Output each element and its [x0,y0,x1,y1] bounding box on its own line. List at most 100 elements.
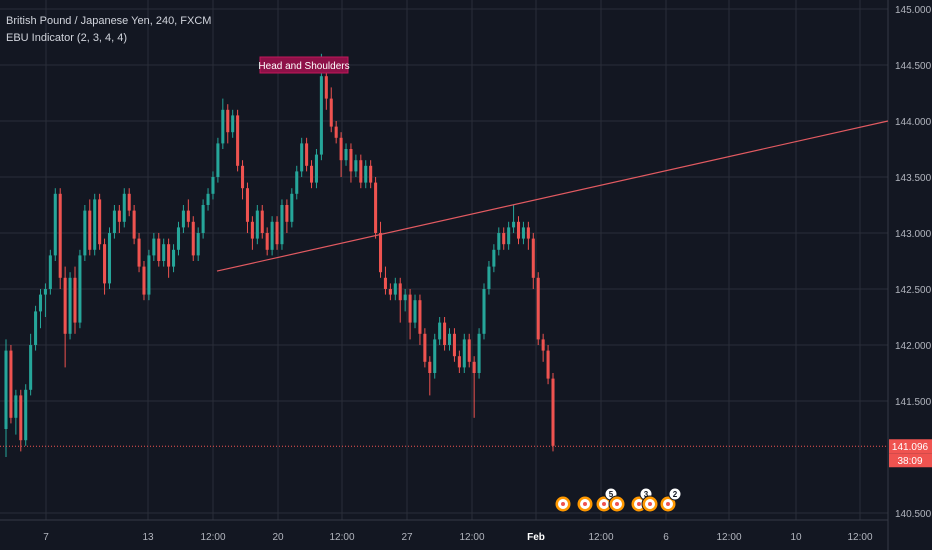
candle-body [516,221,521,239]
candle-body [186,210,190,222]
candle-body [482,289,486,334]
symbol-title[interactable]: British Pound / Japanese Yen, 240, FXCM [6,15,212,27]
candle-body [290,193,294,222]
candle-body [457,356,461,368]
candle-body [383,277,387,289]
x-tick-label: 12:00 [459,532,484,543]
event-marker-dot [637,502,641,506]
candle-body [103,244,107,284]
candle-body [191,221,195,256]
y-tick-label: 143.000 [895,229,932,240]
candle-body [132,210,136,239]
candle-body [58,193,62,278]
event-count-label: 2 [673,490,678,499]
candle-body [172,249,176,267]
candle-body [285,205,289,222]
candle-body [53,193,57,256]
event-count-label: 5 [609,490,614,499]
candle-body [418,300,422,334]
candle-body [78,255,82,323]
candle-body [117,210,121,222]
candle-body [231,115,235,133]
x-tick-label: 13 [142,532,154,543]
candle-body [48,255,52,289]
candle-body [359,160,363,183]
candle-body [201,205,205,233]
candle-body [265,233,269,250]
candle-body [310,165,314,183]
candle-body [443,322,447,345]
event-marker-dot [615,502,619,506]
candle-body [452,333,456,357]
candle-body [487,266,491,289]
candle-body [526,227,530,239]
candle-body [4,350,8,429]
last-price-badge [889,439,932,454]
candle-body [329,98,333,127]
candle-body [344,149,348,161]
candle-body [19,395,23,441]
candle-body [536,277,540,340]
candle-body [339,137,343,161]
candle-body [388,289,392,295]
candle-body [354,160,358,172]
candle-body [447,333,452,345]
candle-body [14,395,18,418]
candle-body [152,238,156,256]
candle-body [492,249,496,267]
candle-body [167,244,171,267]
candle-body [250,221,254,239]
y-tick-label: 143.500 [895,173,932,184]
candle-body [255,210,259,239]
candle-body [226,109,230,133]
countdown-badge [889,453,932,468]
candle-body [176,227,181,250]
candle-body [43,289,47,295]
candle-body [236,115,240,166]
candle-body [462,339,466,368]
candle-body [502,233,506,245]
candle-body [211,177,215,194]
candle-body [314,154,318,183]
candle-body [107,233,112,284]
candle-body [73,277,77,323]
y-tick-label: 141.500 [895,397,932,408]
event-count-label: 3 [644,490,649,499]
indicator-label[interactable]: EBU Indicator (2, 3, 4, 4) [6,32,128,44]
event-marker-dot [561,502,565,506]
x-tick-label: 12:00 [716,532,741,543]
candle-body [206,193,210,205]
x-tick-label: 12:00 [847,532,872,543]
candle-body [29,345,33,390]
x-tick-label: 6 [663,532,669,543]
candle-body [428,361,432,373]
y-tick-label: 144.500 [895,61,932,72]
candle-body [369,165,373,183]
candle-body [24,389,28,441]
candle-body [63,277,67,334]
y-tick-label: 142.000 [895,341,932,352]
candle-body [162,244,166,261]
candle-body [433,339,437,373]
x-tick-label: 10 [790,532,802,543]
x-tick-label: 12:00 [200,532,225,543]
candle-body [334,126,338,138]
candle-body [221,109,225,144]
candle-body [378,233,383,273]
candle-body [295,171,299,194]
candle-body [364,165,368,183]
candle-body [112,210,116,233]
candle-body [127,193,131,211]
pattern-annotation-label: Head and Shoulders [258,61,349,72]
candle-body [393,283,397,295]
y-tick-label: 140.500 [895,509,932,520]
candle-body [280,205,284,245]
candle-body [38,294,43,312]
candle-body [497,233,501,250]
candle-body [142,266,146,295]
candle-body [467,339,471,362]
candle-body [98,199,102,245]
event-marker-dot [583,502,587,506]
candle-body [546,350,550,379]
